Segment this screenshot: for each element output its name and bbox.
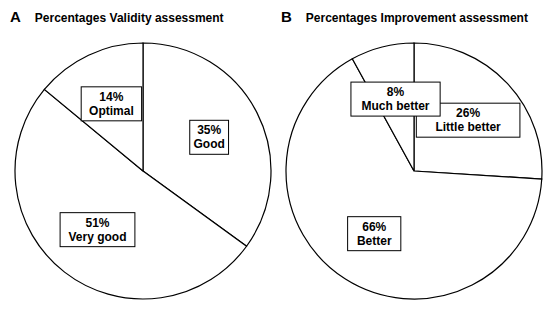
svg-text:14%Optimal: 14%Optimal [89,90,134,118]
svg-text:66%Better: 66%Better [357,220,392,248]
html-text:A: A [10,8,21,25]
html-text:Percentages Validity assessmen: Percentages Validity assessment [34,11,224,25]
html-text:B: B [281,8,292,25]
svg-text:35%Good: 35%Good [193,123,224,151]
svg-text:26%Little better: 26%Little better [435,106,501,134]
svg-text:8%Much better: 8%Much better [362,85,430,113]
html-text:Percentages Improvement assess: Percentages Improvement assessment [305,11,528,25]
svg-text:51%Very good: 51%Very good [68,216,126,244]
